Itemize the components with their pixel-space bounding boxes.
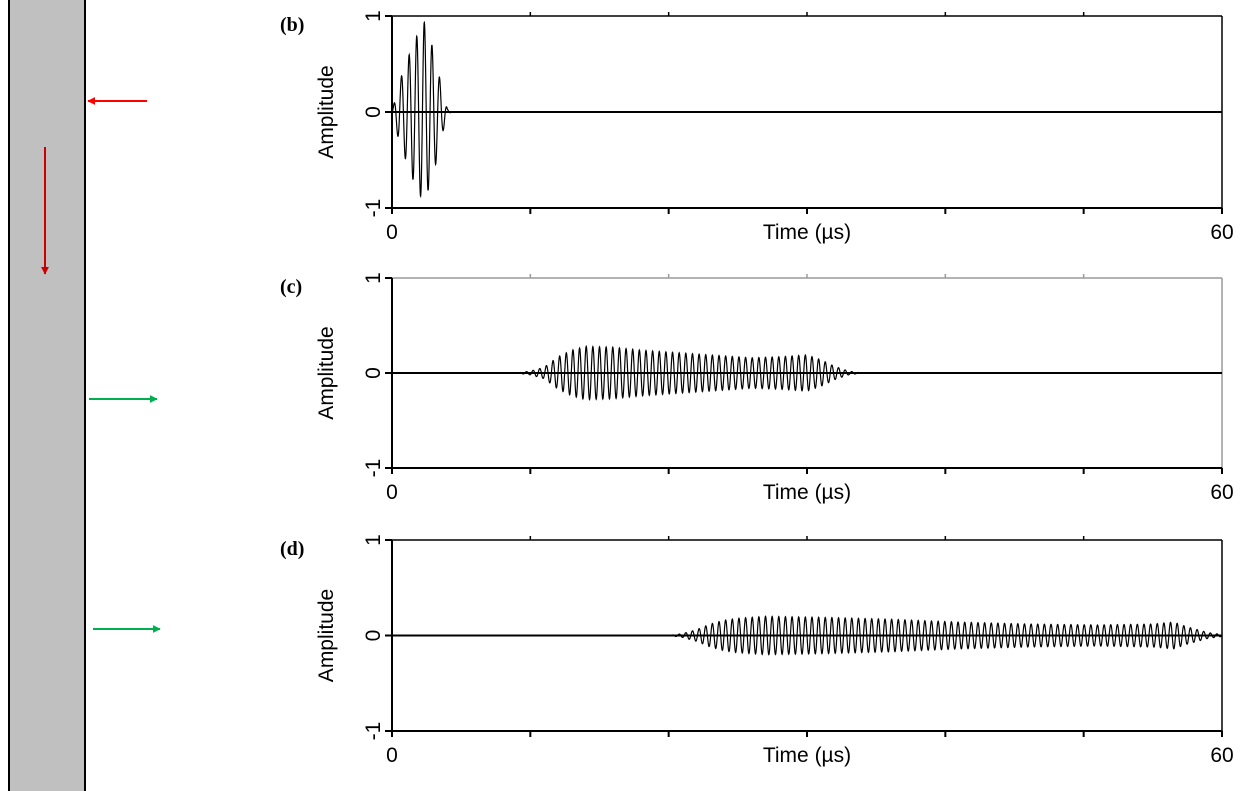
waveform-series-0 [392,344,1222,402]
y-tick-label: 1 [362,272,385,284]
x-tick-label: 0 [386,481,398,504]
waveform-series-0 [391,20,1222,199]
y-axis-title: Amplitude [315,589,338,682]
x-tick-label: 60 [1210,481,1233,504]
panel-label: (b) [280,14,304,36]
y-tick-label: 0 [362,106,385,118]
x-tick-label: 60 [1210,221,1233,244]
y-tick-label: -1 [362,199,385,218]
waveform-series-0 [392,615,1223,656]
y-tick-label: 1 [362,534,385,546]
x-axis-title: Time (µs) [763,221,851,244]
y-tick-label: 1 [362,10,385,22]
panel-label: (c) [280,276,302,298]
y-tick-label: -1 [362,722,385,741]
y-axis-title: Amplitude [315,65,338,158]
x-tick-label: 60 [1210,744,1233,767]
y-tick-label: -1 [362,459,385,478]
x-tick-label: 0 [386,744,398,767]
y-tick-label: 0 [362,630,385,642]
y-tick-label: 0 [362,367,385,379]
x-axis-title: Time (µs) [763,744,851,767]
panel-label: (d) [280,538,304,560]
x-axis-title: Time (µs) [763,481,851,504]
y-axis-title: Amplitude [315,326,338,419]
specimen-bar [8,0,86,791]
x-tick-label: 0 [386,221,398,244]
